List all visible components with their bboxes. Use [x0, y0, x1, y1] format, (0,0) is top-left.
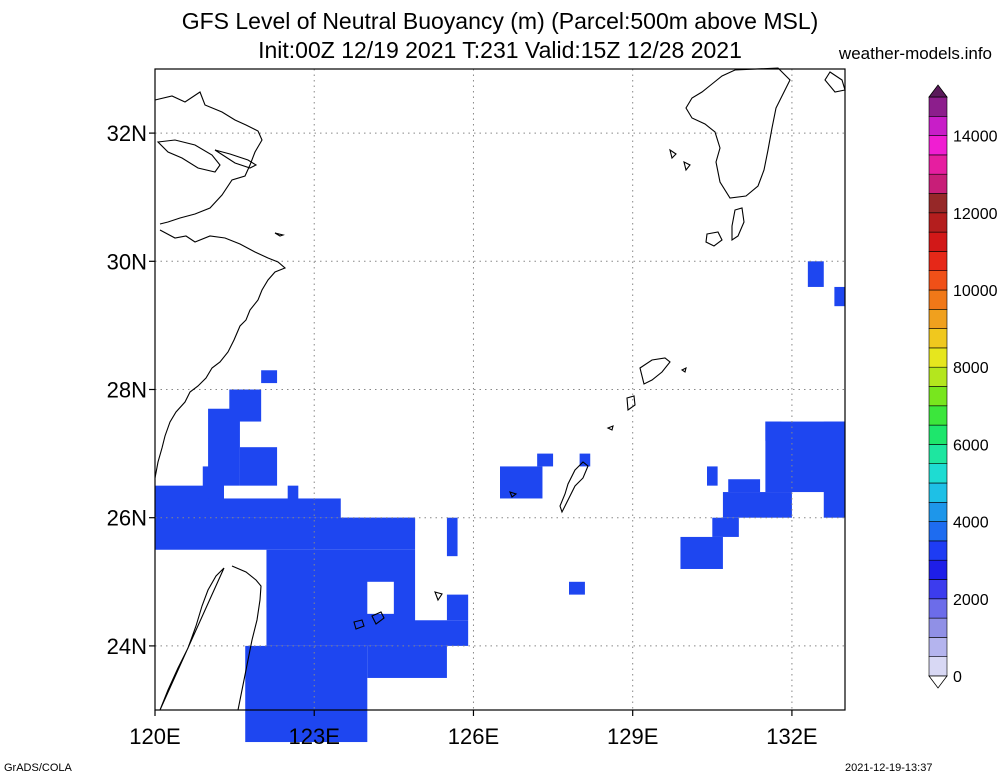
colorbar-swatch: [928, 231, 948, 252]
colorbar-swatch: [928, 598, 948, 619]
field-cell: [707, 466, 718, 486]
site-credit: weather-models.info: [838, 44, 992, 63]
lon-tick-label: 129E: [607, 724, 658, 749]
field-cell: [834, 286, 845, 307]
plot-frame: [154, 68, 846, 711]
lat-tick-label: 28N: [107, 378, 147, 403]
colorbar-swatch: [928, 482, 948, 503]
field-cell: [722, 492, 792, 518]
lon-tick-label: 120E: [129, 724, 180, 749]
colorbar-swatch: [928, 366, 948, 387]
lon-tick-label: 123E: [289, 724, 340, 749]
colorbar-swatch: [928, 116, 948, 136]
colorbar-swatch: [928, 289, 948, 310]
lat-tick-label: 26N: [107, 506, 147, 531]
field-cell: [680, 536, 723, 569]
field-cell: [807, 261, 824, 287]
field-cell: [367, 645, 447, 678]
colorbar-label: 14000: [953, 129, 998, 146]
colorbar-swatch: [928, 135, 948, 156]
field-cell: [823, 421, 845, 518]
colorbar-swatch: [928, 405, 948, 426]
colorbar-label: 12000: [953, 206, 998, 223]
colorbar-swatch: [928, 463, 948, 484]
coastlines: [154, 67, 846, 711]
graticule: 120E 123E 126E 129E 132E 24N 26N 28N 30N 32N: [107, 69, 845, 749]
field-cell: [393, 620, 469, 646]
colorbar-swatch: [928, 521, 948, 542]
colorbar-max-arrow: [928, 84, 948, 98]
colorbar-min-arrow: [928, 675, 948, 689]
colorbar-swatch: [928, 424, 948, 445]
field-cell: [712, 517, 739, 537]
colorbar-swatch: [928, 617, 948, 638]
field-cell: [208, 408, 240, 486]
footer-credit: GrADS/COLA: [4, 762, 72, 774]
field-cell: [245, 645, 368, 743]
colorbar-label: 6000: [953, 437, 989, 454]
lat-tick-label: 30N: [107, 249, 147, 274]
field-cell: [224, 517, 416, 531]
field-cell: [765, 421, 782, 441]
field-cell: [500, 466, 543, 499]
field-gap: [367, 581, 394, 614]
colorbar-label: 4000: [953, 515, 989, 532]
colorbar-swatch: [928, 637, 948, 658]
lat-tick-label: 24N: [107, 634, 147, 659]
colorbar-swatch: [928, 328, 948, 349]
colorbar-label: 0: [953, 669, 962, 686]
field-cell: [208, 498, 341, 518]
colorbar-swatch: [928, 308, 948, 329]
field-cell: [569, 581, 585, 595]
colorbar-swatch: [928, 386, 948, 407]
field-cell: [261, 370, 278, 384]
colorbar-swatch: [928, 154, 948, 175]
colorbar-swatch: [928, 173, 948, 194]
field-cell: [446, 594, 469, 621]
colorbar-swatch: [928, 193, 948, 214]
colorbar-label: 10000: [953, 283, 998, 300]
plot-subtitle: Init:00Z 12/19 2021 T:231 Valid:15Z 12/2…: [258, 37, 742, 63]
colorbar-label: 2000: [953, 592, 989, 609]
colorbar-swatch: [928, 251, 948, 271]
footer-timestamp: 2021-12-19-13:37: [845, 762, 933, 774]
colorbar-swatch: [928, 96, 948, 117]
field-cell: [287, 485, 299, 505]
colorbar-swatch: [928, 559, 948, 580]
field-cell: [579, 453, 591, 467]
colorbar-swatch: [928, 579, 948, 600]
colorbar-label: 8000: [953, 360, 989, 377]
colorbar-swatch: [928, 540, 948, 561]
field-cell: [239, 447, 278, 486]
plot-title: GFS Level of Neutral Buoyancy (m) (Parce…: [181, 8, 819, 34]
field-cell: [786, 440, 814, 480]
buoyancy-field: [155, 261, 845, 743]
colorbar-swatch: [928, 501, 948, 522]
field-cell: [446, 517, 458, 557]
colorbar: 0 2000 4000 6000 8000 10000 12000 14000: [928, 84, 998, 689]
colorbar-swatch: [928, 212, 948, 233]
lon-tick-label: 132E: [766, 724, 817, 749]
lon-tick-label: 126E: [448, 724, 499, 749]
field-cell: [266, 581, 315, 608]
field-cell: [537, 453, 554, 467]
field-cell: [728, 479, 761, 493]
colorbar-swatch: [928, 347, 948, 368]
field-cell: [229, 389, 262, 422]
plot-axes: [154, 68, 846, 711]
colorbar-swatch: [928, 270, 948, 291]
colorbar-swatch: [928, 656, 948, 677]
lat-tick-label: 32N: [107, 121, 147, 146]
colorbar-swatch: [928, 444, 948, 464]
